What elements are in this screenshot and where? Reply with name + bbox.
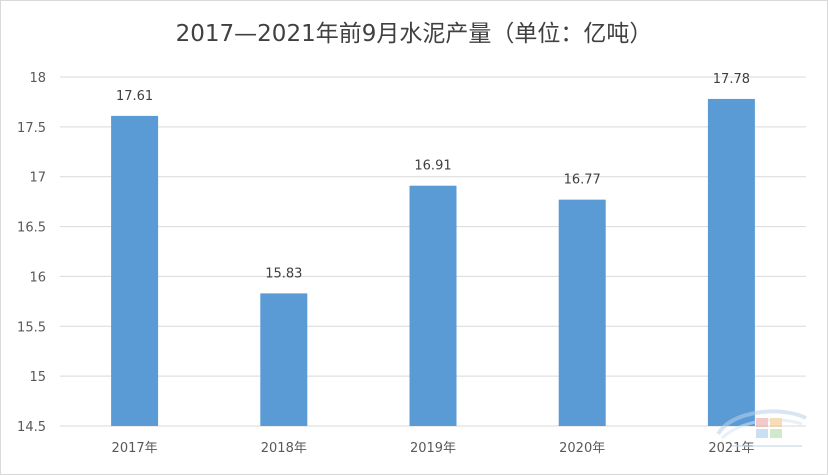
x-tick-label: 2017年 [112, 441, 158, 456]
bar-2021年 [707, 98, 755, 427]
bar-2019年 [409, 185, 457, 426]
bar-2020年 [558, 199, 606, 426]
y-tick-label: 15 [29, 370, 46, 385]
data-label: 17.78 [713, 72, 750, 87]
data-label: 16.77 [564, 173, 601, 188]
x-tick-label: 2019年 [410, 441, 456, 456]
data-label: 16.91 [414, 159, 451, 174]
x-axis-ticks: 2017年 2018年 2019年 2020年 2021年 [112, 441, 755, 456]
chart-title: 2017—2021年前9月水泥产量（单位：亿吨） [175, 21, 653, 47]
data-label: 17.61 [116, 89, 153, 104]
x-tick-label: 2018年 [261, 441, 307, 456]
y-tick-label: 16.5 [17, 221, 46, 236]
y-tick-label: 17.5 [17, 121, 46, 136]
bars [111, 98, 755, 427]
bar-2017年 [111, 115, 159, 426]
y-axis-ticks: 14.5 15 15.5 16 16.5 17 17.5 18 [17, 71, 46, 435]
y-tick-label: 18 [29, 71, 46, 86]
y-tick-label: 14.5 [17, 420, 46, 435]
y-tick-label: 17 [29, 171, 46, 186]
x-tick-label: 2021年 [708, 441, 754, 456]
ccement-logo-icon [716, 409, 807, 447]
y-tick-label: 16 [29, 270, 46, 285]
bar-2018年 [260, 293, 308, 426]
x-tick-label: 2020年 [559, 441, 605, 456]
y-tick-label: 15.5 [17, 320, 46, 335]
data-label: 15.83 [265, 266, 302, 281]
data-labels: 17.61 15.83 16.91 16.77 17.78 [116, 72, 750, 281]
